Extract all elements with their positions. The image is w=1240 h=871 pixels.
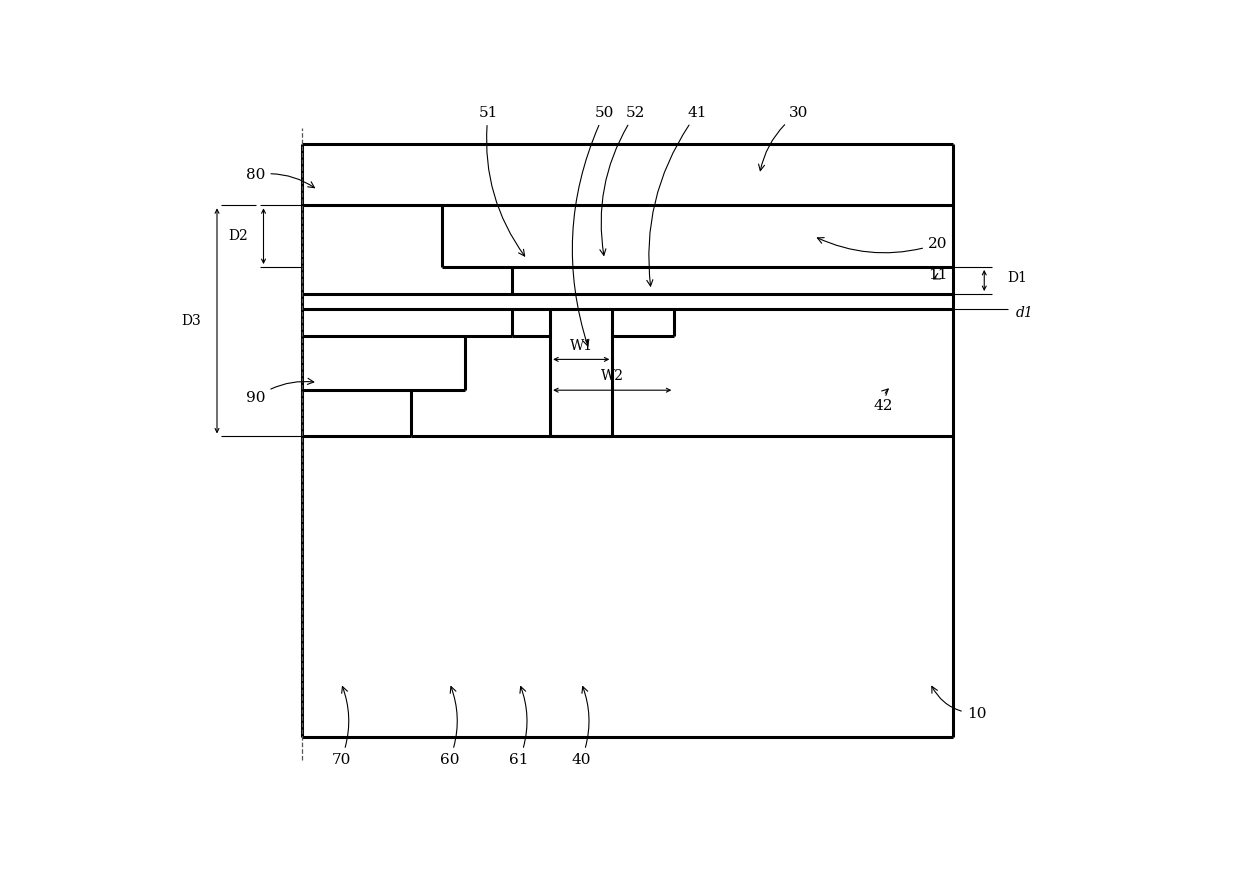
Text: 90: 90	[246, 378, 314, 405]
Text: W1: W1	[569, 339, 593, 353]
Text: 20: 20	[817, 237, 947, 253]
Text: W2: W2	[600, 369, 624, 383]
Text: D3: D3	[182, 314, 201, 327]
Text: 61: 61	[510, 686, 529, 766]
Text: 70: 70	[331, 686, 351, 766]
Text: d1: d1	[1016, 307, 1033, 321]
Text: D1: D1	[1007, 271, 1028, 285]
Text: 10: 10	[931, 686, 986, 720]
Text: 40: 40	[572, 686, 591, 766]
Text: 11: 11	[928, 267, 947, 281]
Text: 52: 52	[600, 106, 645, 255]
Text: 30: 30	[759, 106, 808, 171]
Text: D2: D2	[228, 229, 248, 243]
Text: 80: 80	[246, 167, 315, 188]
Text: 42: 42	[874, 389, 893, 413]
Text: 41: 41	[647, 106, 707, 286]
Text: 51: 51	[479, 106, 525, 256]
Text: 50: 50	[573, 106, 614, 346]
Text: 60: 60	[440, 686, 459, 766]
